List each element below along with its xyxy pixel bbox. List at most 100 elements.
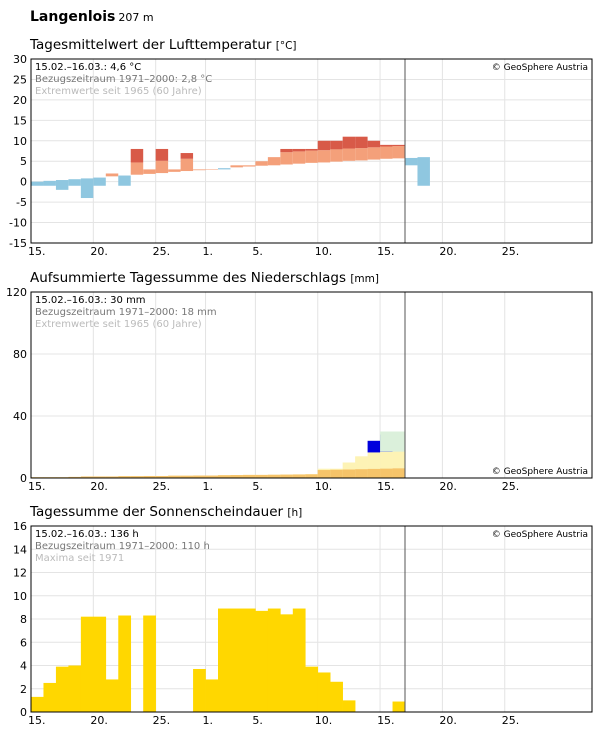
x-tick-label: 15. — [377, 714, 395, 727]
x-tick-label: 1. — [203, 480, 214, 493]
sunshine-bar — [55, 666, 69, 712]
copyright-text: © GeoSphere Austria — [492, 530, 588, 540]
temperature-bar-cold — [405, 157, 418, 166]
sunshine-bar — [267, 608, 281, 712]
extremes-text: Extremwerte seit 1965 (60 Jahre) — [35, 319, 202, 330]
x-tick-label: 20. — [439, 480, 457, 493]
temperature-bar-extreme — [292, 148, 306, 152]
precipitation-title: Aufsummierte Tagessumme des Niederschlag… — [30, 270, 347, 286]
x-tick-label: 10. — [315, 714, 333, 727]
x-tick-label: 15. — [377, 480, 395, 493]
x-tick-label: 1. — [203, 245, 214, 258]
precip-projection — [380, 431, 405, 452]
temperature-bar — [317, 150, 331, 163]
y-tick-label: 14 — [13, 543, 27, 556]
temperature-bar-extreme — [305, 148, 318, 151]
temperature-bar-extreme — [392, 144, 405, 147]
temperature-bar-extreme — [280, 148, 293, 153]
panel-title-sunshine: Tagessumme der Sonnenscheindauer [h] — [30, 504, 302, 520]
x-tick-label: 25. — [153, 714, 171, 727]
y-tick-label: 12 — [13, 567, 27, 580]
sunshine-bar — [317, 672, 331, 712]
temperature-bar — [193, 169, 206, 171]
y-tick-label: 10 — [13, 590, 27, 603]
precip-base — [155, 475, 169, 478]
temperature-bar-extreme — [155, 148, 169, 161]
precip-base — [292, 474, 306, 478]
temperature-bar-cold — [218, 168, 231, 170]
x-tick-label: 25. — [153, 480, 171, 493]
x-tick-label: 5. — [252, 714, 263, 727]
sunshine-bar — [143, 615, 156, 712]
temperature-bar-cold — [55, 180, 69, 190]
summary-text: 15.02.–16.03.: 4,6 °C — [35, 62, 141, 73]
precip-base — [205, 475, 219, 478]
precip-base — [180, 475, 194, 478]
precip-base — [367, 468, 381, 478]
reference-text: Bezugszeitraum 1971–2000: 18 mm — [35, 307, 217, 318]
summary-text: 15.02.–16.03.: 136 h — [35, 529, 139, 540]
panel-title-temperature: Tagesmittelwert der Lufttemperatur [°C] — [30, 37, 297, 53]
copyright-text: © GeoSphere Austria — [492, 63, 588, 73]
y-tick-label: 25 — [13, 73, 27, 86]
temperature-title: Tagesmittelwert der Lufttemperatur — [30, 37, 272, 53]
precip-base — [168, 475, 181, 478]
x-tick-label: 25. — [502, 480, 520, 493]
temperature-unit: [°C] — [275, 40, 297, 52]
x-tick-label: 25. — [153, 245, 171, 258]
precip-base — [80, 476, 94, 478]
temperature-bar-cold — [417, 157, 430, 186]
plot-frame — [30, 291, 593, 479]
precip-base — [330, 469, 343, 478]
temperature-bar — [292, 151, 306, 164]
temperature-bar — [168, 169, 181, 172]
reference-text: Bezugszeitraum 1971–2000: 2,8 °C — [35, 74, 212, 85]
temperature-bar-extreme — [180, 153, 194, 159]
temperature-bar — [242, 165, 256, 167]
temperature-bar-cold — [93, 177, 106, 186]
x-tick-label: 20. — [90, 245, 108, 258]
y-tick-label: 40 — [13, 410, 27, 423]
temperature-bar — [380, 146, 393, 159]
precip-base — [392, 468, 406, 478]
station-name: Langenlois — [30, 9, 116, 25]
y-tick-label: 10 — [13, 135, 27, 148]
sunshine-bar — [342, 700, 356, 712]
extremes-text: Maxima seit 1971 — [35, 553, 124, 564]
precip-excess — [367, 440, 381, 453]
x-tick-label: 25. — [502, 245, 520, 258]
y-tick-label: 4 — [20, 660, 27, 673]
y-tick-label: 0 — [20, 472, 27, 485]
temperature-bar — [130, 162, 144, 175]
x-tick-label: 20. — [439, 714, 457, 727]
x-tick-label: 15. — [28, 245, 46, 258]
temperature-bar-extreme — [367, 140, 381, 148]
x-tick-label: 20. — [90, 714, 108, 727]
temperature-bar-extreme — [380, 144, 393, 147]
precip-base — [143, 475, 156, 478]
extremes-text: Extremwerte seit 1965 (60 Jahre) — [35, 86, 202, 97]
sunshine-bar — [392, 701, 406, 712]
sunshine-bar — [255, 610, 269, 712]
temperature-bar — [230, 165, 243, 168]
sunshine-bar — [68, 665, 82, 712]
sunshine-bar — [43, 682, 57, 712]
x-tick-label: 1. — [203, 714, 214, 727]
temperature-bar — [280, 152, 293, 165]
sunshine-title: Tagessumme der Sonnenscheindauer — [30, 504, 284, 520]
temperature-bar — [255, 161, 268, 166]
chart-panel-3: 0 2 4 6 8 10 12 14 16 15. 20. 25. 1. 5. 10. 15. 20. 25. 15… — [13, 520, 593, 727]
x-tick-label: 10. — [315, 245, 333, 258]
sunshine-bar — [292, 608, 306, 712]
y-tick-label: -5 — [16, 196, 27, 209]
sunshine-bar — [31, 696, 44, 712]
y-tick-label: 30 — [13, 53, 27, 66]
sunshine-bar — [305, 666, 319, 712]
temperature-bar — [143, 169, 156, 174]
precip-base — [267, 474, 281, 478]
temperature-bar-cold — [43, 180, 56, 186]
temperature-bar — [392, 146, 405, 159]
temperature-bar-extreme — [130, 148, 144, 163]
x-tick-label: 20. — [90, 480, 108, 493]
